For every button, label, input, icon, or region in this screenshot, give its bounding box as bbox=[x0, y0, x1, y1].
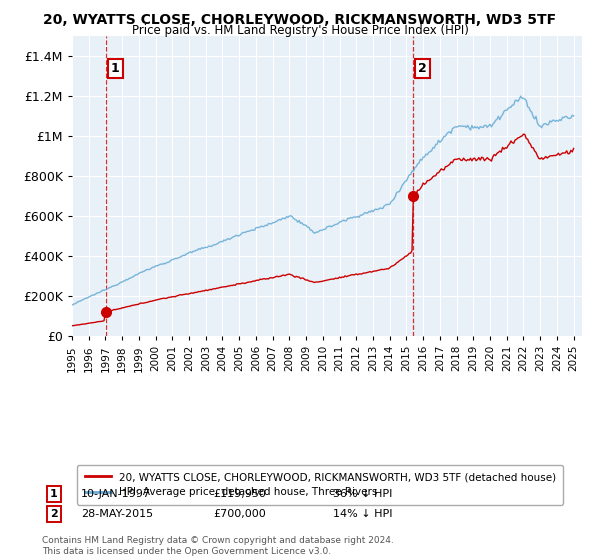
Text: £119,950: £119,950 bbox=[213, 489, 266, 499]
Text: 1: 1 bbox=[50, 489, 58, 499]
Text: Price paid vs. HM Land Registry's House Price Index (HPI): Price paid vs. HM Land Registry's House … bbox=[131, 24, 469, 36]
Text: 20, WYATTS CLOSE, CHORLEYWOOD, RICKMANSWORTH, WD3 5TF: 20, WYATTS CLOSE, CHORLEYWOOD, RICKMANSW… bbox=[43, 13, 557, 27]
Text: 28-MAY-2015: 28-MAY-2015 bbox=[81, 509, 153, 519]
Text: 2: 2 bbox=[418, 62, 427, 75]
Legend: 20, WYATTS CLOSE, CHORLEYWOOD, RICKMANSWORTH, WD3 5TF (detached house), HPI: Ave: 20, WYATTS CLOSE, CHORLEYWOOD, RICKMANSW… bbox=[77, 465, 563, 505]
Text: 36% ↓ HPI: 36% ↓ HPI bbox=[333, 489, 392, 499]
Text: £700,000: £700,000 bbox=[213, 509, 266, 519]
Text: 14% ↓ HPI: 14% ↓ HPI bbox=[333, 509, 392, 519]
Text: 2: 2 bbox=[50, 509, 58, 519]
Text: 10-JAN-1997: 10-JAN-1997 bbox=[81, 489, 151, 499]
Text: 1: 1 bbox=[111, 62, 120, 75]
Text: Contains HM Land Registry data © Crown copyright and database right 2024.
This d: Contains HM Land Registry data © Crown c… bbox=[42, 536, 394, 556]
